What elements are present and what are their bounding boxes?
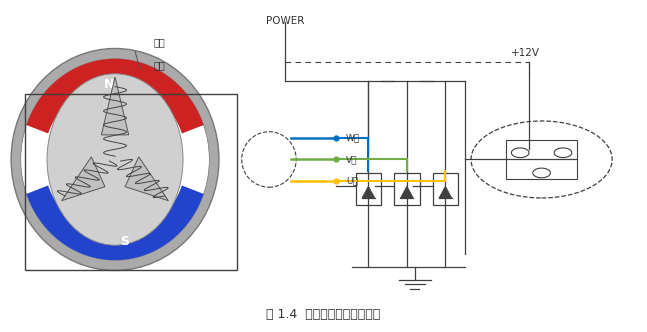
Polygon shape: [400, 186, 413, 198]
Text: N: N: [104, 78, 114, 91]
Text: +12V: +12V: [511, 48, 540, 58]
Text: U相: U相: [346, 176, 358, 185]
Text: W相: W相: [346, 134, 360, 143]
Bar: [433, 173, 458, 205]
Ellipse shape: [11, 48, 219, 271]
Bar: [356, 173, 381, 205]
Text: 图 1.4  无刻直流电机转动原理: 图 1.4 无刻直流电机转动原理: [267, 308, 380, 321]
Text: POWER: POWER: [266, 16, 304, 26]
Ellipse shape: [21, 59, 210, 260]
Ellipse shape: [47, 74, 183, 245]
Bar: [394, 173, 420, 205]
Text: 定子: 定子: [153, 60, 165, 70]
Bar: [25, 94, 237, 271]
Polygon shape: [61, 157, 105, 201]
Text: V相: V相: [346, 155, 357, 164]
Polygon shape: [362, 186, 375, 198]
Text: S: S: [120, 235, 129, 248]
Bar: [507, 140, 577, 179]
Text: 转子: 转子: [153, 37, 165, 47]
Polygon shape: [27, 186, 204, 260]
Polygon shape: [102, 77, 129, 135]
Polygon shape: [439, 186, 452, 198]
Polygon shape: [125, 157, 168, 201]
Polygon shape: [27, 59, 204, 133]
